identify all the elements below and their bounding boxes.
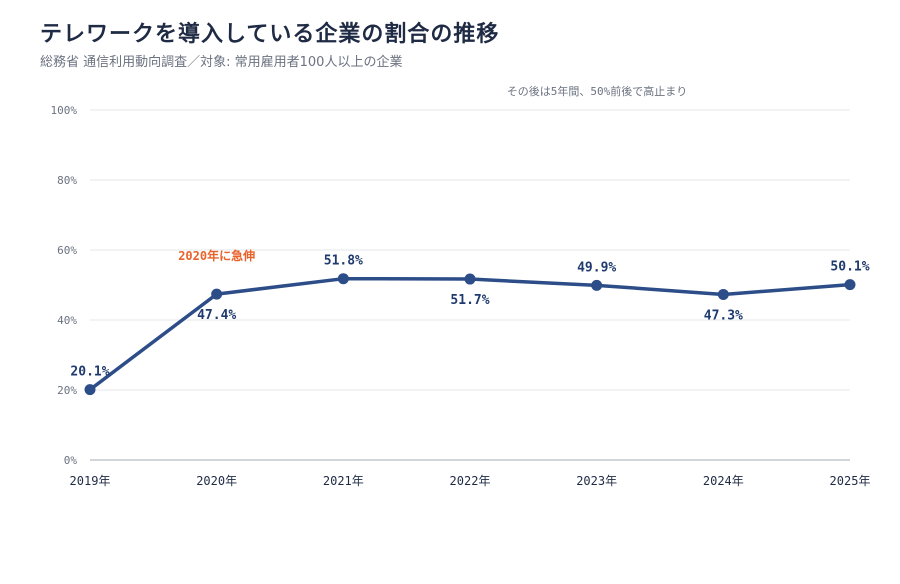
data-point [464,273,476,285]
y-tick-label: 0% [64,454,78,467]
data-point [337,273,349,285]
data-label: 47.3% [704,308,743,323]
annotation-plateau: その後は5年間、50%前後で高止まり [507,84,688,98]
x-tick-label: 2020年 [196,474,237,488]
data-point [844,279,856,291]
x-tick-label: 2019年 [70,474,111,488]
x-tick-label: 2023年 [576,474,617,488]
data-label: 51.8% [324,254,363,269]
x-tick-label: 2021年 [323,474,364,488]
chart-header: テレワークを導入している企業の割合の推移 総務省 通信利用動向調査／対象: 常用… [40,20,880,72]
y-tick-label: 20% [57,384,77,397]
y-tick-label: 80% [57,174,77,187]
data-label: 51.7% [450,293,489,308]
data-label: 47.4% [197,308,236,323]
annotation-surge: 2020年に急伸 [178,248,255,263]
x-tick-label: 2024年 [703,474,744,488]
data-label: 49.9% [577,260,616,275]
data-point [84,384,96,396]
y-tick-label: 40% [57,314,77,327]
y-tick-label: 60% [57,244,77,257]
x-tick-label: 2022年 [450,474,491,488]
data-point [717,288,729,300]
y-tick-label: 100% [51,104,78,117]
data-point [211,288,223,300]
x-tick-label: 2025年 [830,474,871,488]
data-label: 20.1% [70,365,109,380]
chart-title: テレワークを導入している企業の割合の推移 [40,22,500,47]
data-label: 50.1% [830,260,869,275]
chart-subtitle: 総務省 通信利用動向調査／対象: 常用雇用者100人以上の企業 [40,55,403,70]
data-point [591,279,603,291]
